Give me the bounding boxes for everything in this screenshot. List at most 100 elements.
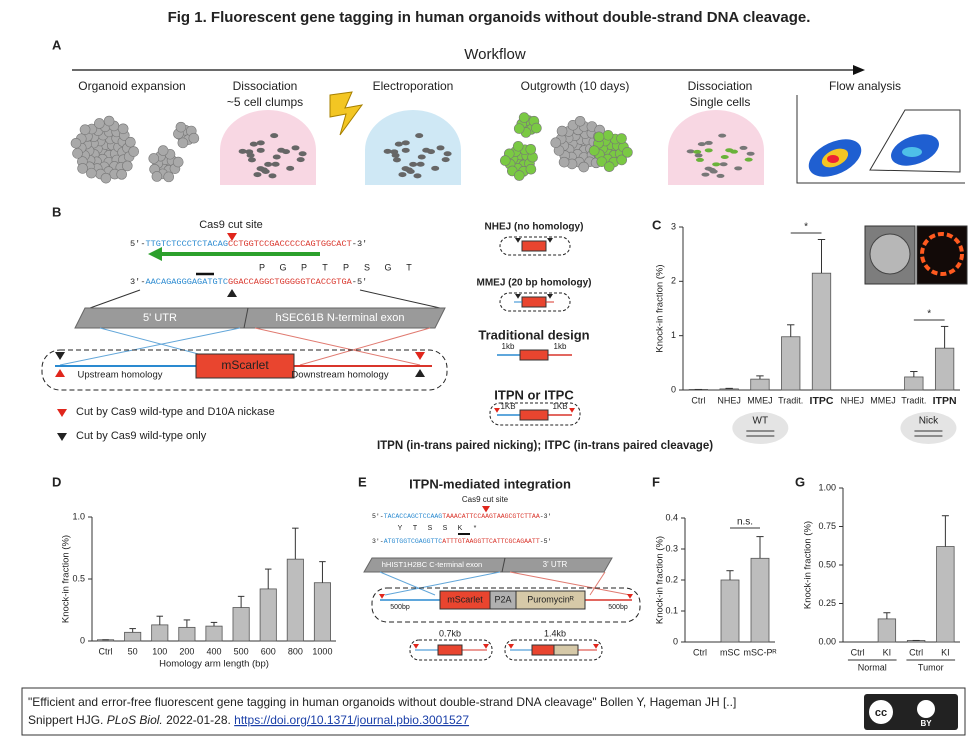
footnote: ITPN (in-trans paired nicking); ITPC (in…	[377, 440, 713, 452]
y-tick-label: 1.0	[72, 511, 85, 521]
bar	[313, 582, 331, 642]
cut-marker	[482, 506, 490, 513]
insert-label: mScarlet	[447, 594, 483, 604]
cell-clump	[426, 149, 435, 155]
x-tick-label: 200	[179, 646, 194, 656]
cell-clump	[272, 154, 281, 160]
x-tick-label: 600	[261, 646, 276, 656]
group-label: Tumor	[918, 662, 944, 672]
x-tick-label: mSC-Pᴿ	[743, 647, 776, 657]
cell	[128, 146, 139, 157]
down-label: Downstream homology	[291, 370, 388, 381]
sequence-part: 3'-	[372, 538, 384, 545]
cut-marker	[55, 352, 65, 360]
panel-title: ITPN-mediated integration	[409, 476, 571, 491]
cell-clump	[383, 148, 392, 154]
cell-clump	[256, 166, 265, 172]
cut-marker	[57, 433, 67, 441]
single-cell	[704, 148, 713, 153]
legend-label: Cut by Cas9 wild-type and D10A nickase	[76, 406, 275, 418]
cell	[77, 163, 88, 174]
guide-head	[148, 247, 162, 261]
insert-part	[515, 590, 586, 610]
bar	[124, 631, 142, 642]
exon-label: hSEC61B N-terminal exon	[275, 312, 404, 324]
x-tick-label: MMEJ	[747, 395, 773, 405]
design-outline	[489, 402, 581, 426]
sequence-part: AACAGAGGGAGATGTC	[145, 277, 228, 287]
error-bar	[319, 561, 326, 583]
cell-clump	[268, 173, 277, 179]
bar	[720, 579, 740, 643]
cell	[578, 161, 590, 173]
product-insert	[531, 644, 555, 656]
amino-acid: G	[279, 262, 286, 272]
cell-clump	[401, 166, 410, 172]
single-cell	[716, 173, 725, 178]
cell	[593, 131, 605, 143]
cell-clump	[391, 152, 400, 158]
date: 2022-01-28.	[166, 713, 231, 727]
cell	[603, 161, 615, 173]
group-label: WT	[753, 416, 769, 427]
y-tick-label: 0.50	[818, 559, 836, 569]
single-cell	[694, 153, 703, 158]
bar	[934, 347, 955, 391]
exon-label: hHIST1H2BC C-terminal exon	[382, 560, 482, 569]
sequence-part: -3'	[352, 239, 367, 249]
amino-acid: P	[259, 262, 265, 272]
error-bar	[725, 387, 733, 389]
homology-link	[509, 571, 631, 596]
sequence-part: ATGTGGTCGAGGTTC	[384, 538, 443, 545]
step-label: Dissociation	[688, 79, 753, 93]
single-cell	[718, 133, 727, 138]
design-insert	[519, 409, 549, 421]
y-axis-label: Knock-in fraction (%)	[655, 264, 666, 352]
cell-clump	[256, 140, 265, 146]
sequence: 5'-TTGTCTCCCTCTACAGCCTGGTCCGACCCCCAGTGGC…	[130, 239, 367, 249]
error-bar	[292, 527, 299, 560]
amino-acid: K	[458, 525, 463, 532]
dish	[668, 110, 764, 185]
cell	[94, 118, 105, 129]
cell	[117, 123, 129, 135]
single-cell	[739, 145, 748, 150]
design-insert	[521, 240, 547, 252]
single-cell	[729, 149, 738, 154]
cell-clump	[253, 172, 262, 178]
legend-label: Cut by Cas9 wild-type only	[76, 430, 207, 442]
cell	[103, 115, 115, 127]
exon-divider	[501, 557, 506, 573]
cell-clump	[291, 145, 300, 151]
step-label: Organoid expansion	[78, 79, 185, 93]
cell	[513, 170, 525, 181]
step-label: Dissociation	[233, 79, 298, 93]
single-cell	[744, 157, 753, 162]
error-bar	[129, 628, 136, 633]
error-bar	[264, 568, 272, 589]
cell	[602, 129, 614, 141]
cell-clump	[413, 173, 422, 179]
bar	[178, 626, 196, 642]
single-cell	[704, 166, 713, 171]
cell-clump	[436, 145, 445, 151]
panel-letter: C	[652, 217, 662, 232]
cell-clump	[296, 157, 305, 163]
citation-box	[21, 687, 966, 736]
sequence: 3'-ATGTGGTCGAGGTTCATTTGTAAGGTTCATTCGCAGA…	[372, 538, 551, 545]
y-tick-label: 0.4	[665, 512, 678, 522]
cell-clump	[401, 140, 410, 146]
arm-label: 1kb	[554, 342, 567, 351]
sequence-part: GGACCAGGCTGGGGGTCACCGTGA	[228, 277, 353, 287]
x-tick-label: 100	[152, 646, 167, 656]
cell	[79, 124, 91, 135]
cell-clump	[249, 141, 258, 147]
sequence-part: CCTGGTCCGACCCCCAGTGGCACT	[228, 239, 352, 249]
dish	[365, 110, 461, 185]
annotation: *	[804, 222, 808, 233]
cut-marker	[483, 644, 489, 649]
y-tick-label: 0	[80, 635, 85, 645]
utr-label: 5' UTR	[143, 312, 177, 324]
amino-acid: *	[474, 525, 477, 532]
